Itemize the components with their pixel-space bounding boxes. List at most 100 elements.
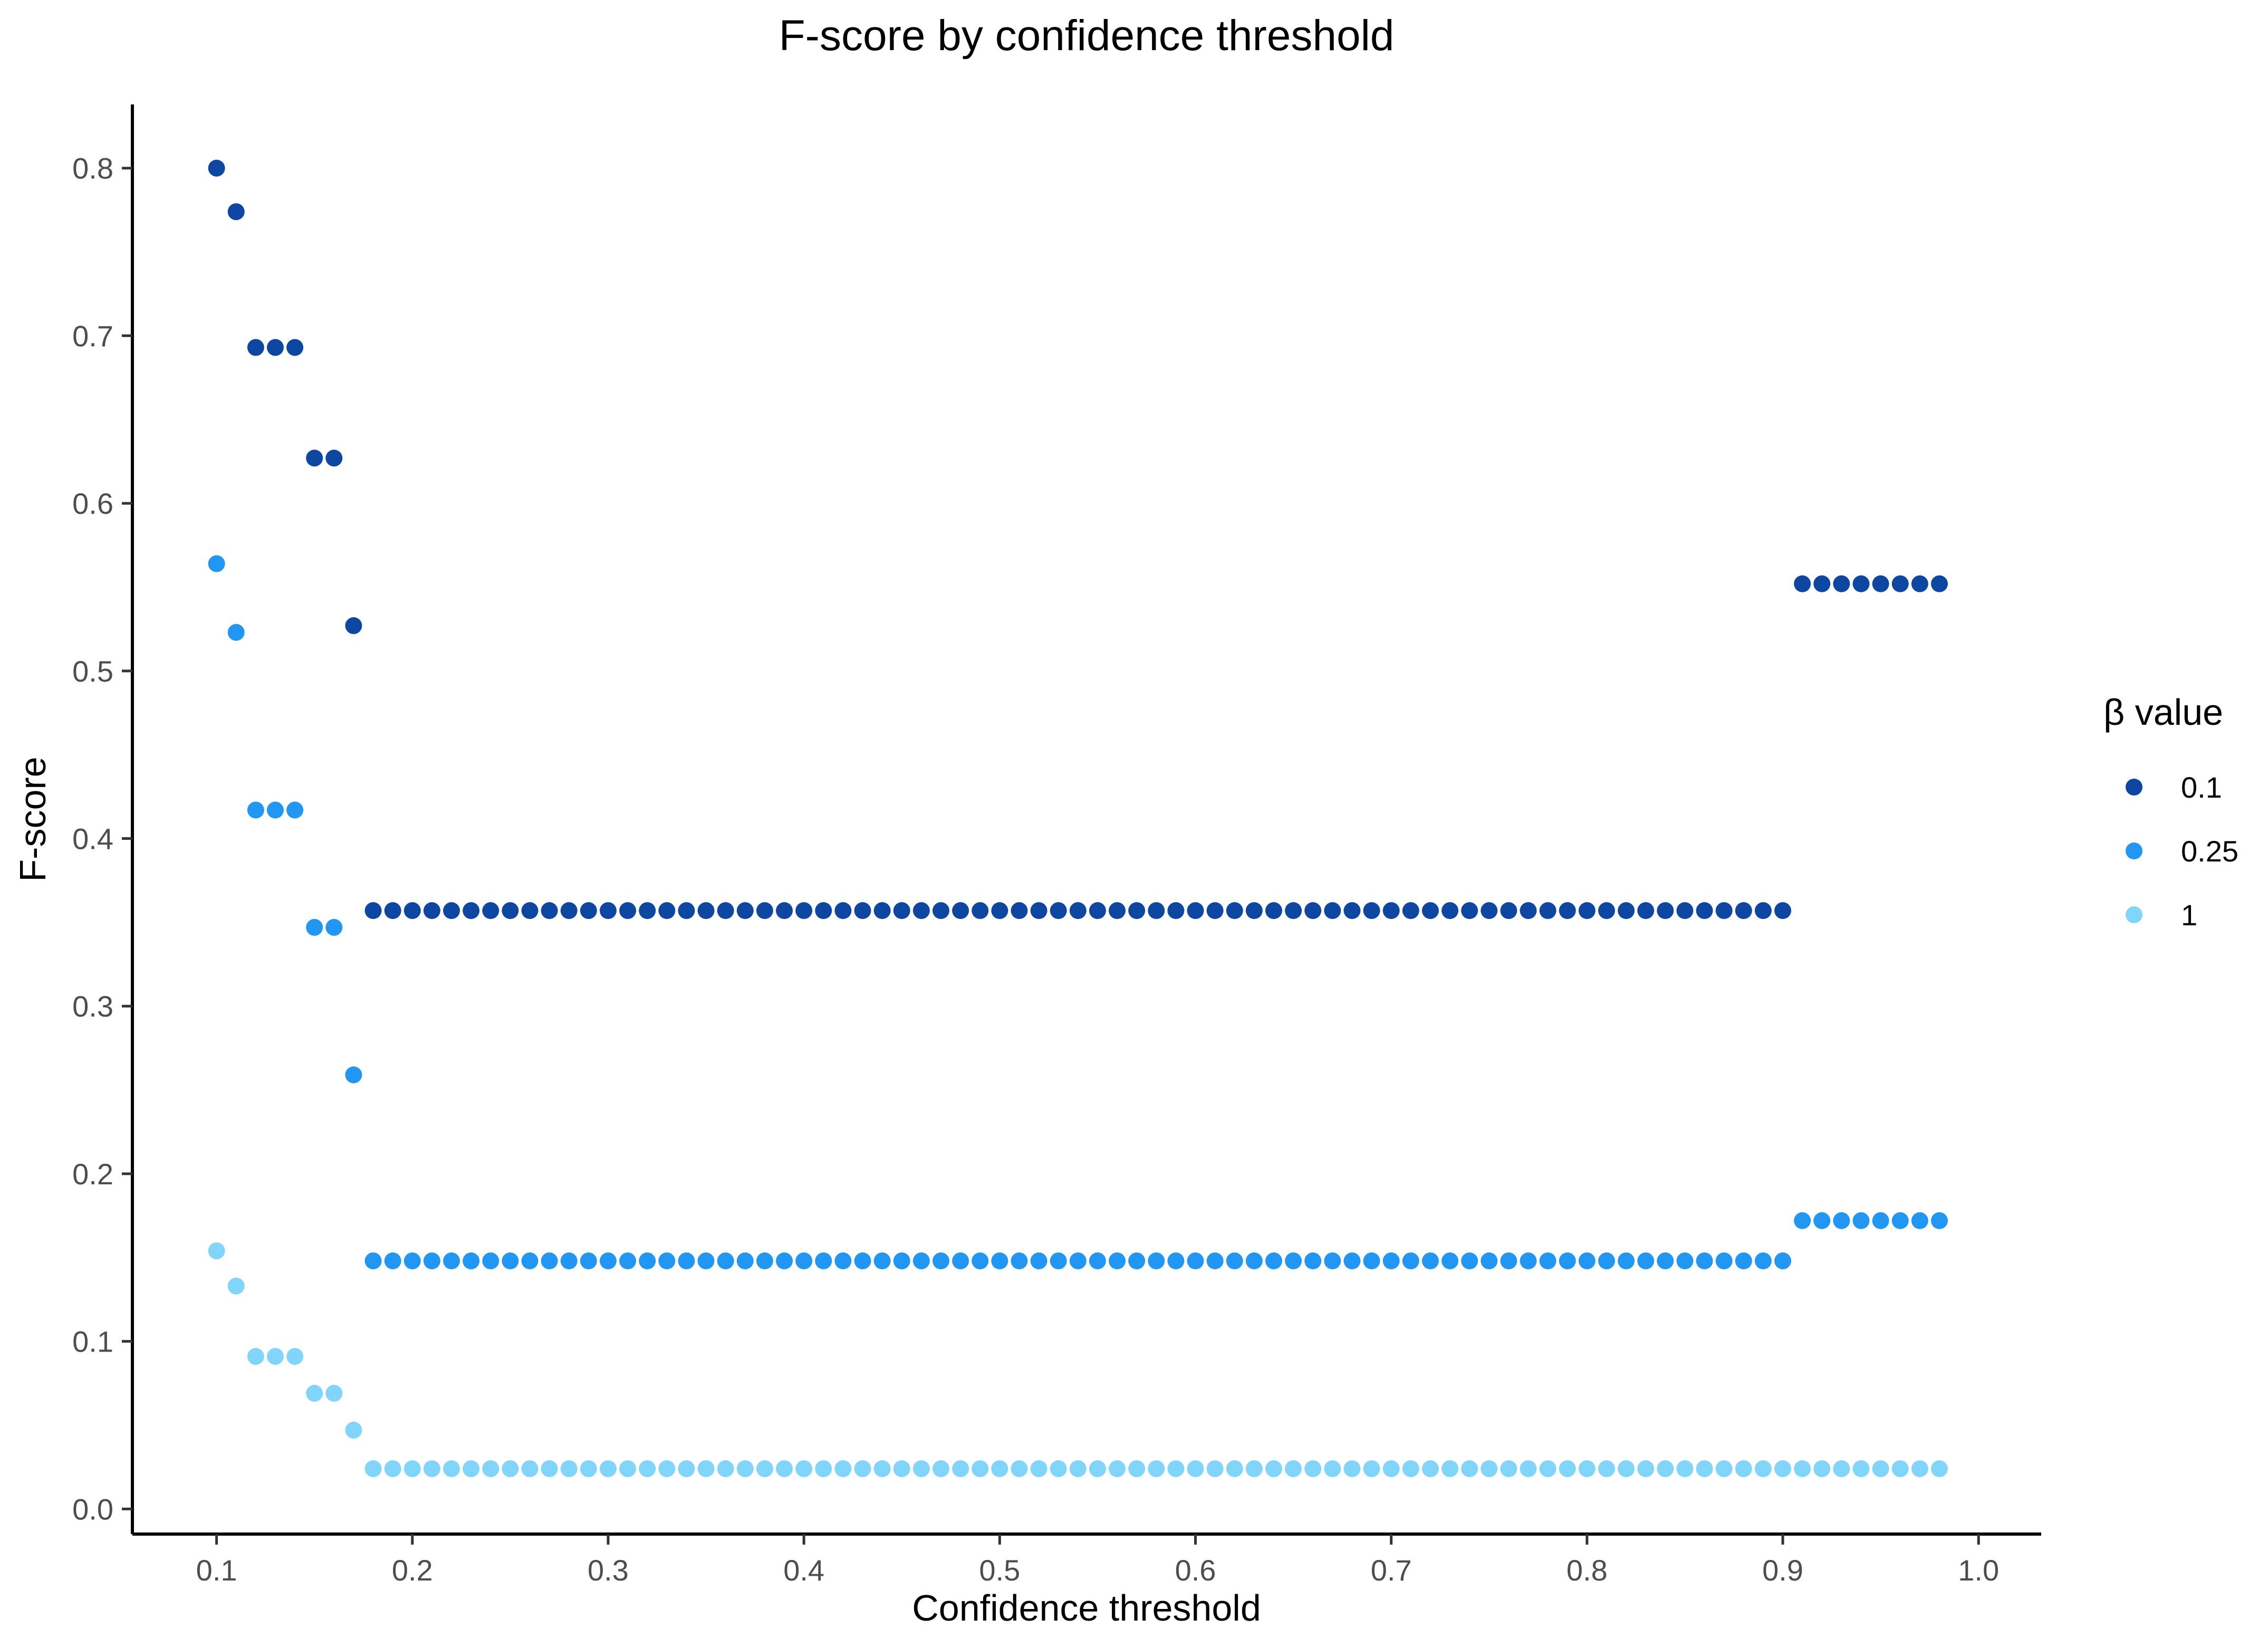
data-point [912,1460,930,1478]
data-point [1187,902,1204,919]
data-point [247,801,264,819]
data-point [834,1252,852,1270]
data-point [1011,902,1028,919]
data-point [1011,1460,1028,1478]
data-point [364,1252,382,1270]
data-point [1030,1460,1047,1478]
data-point [227,1277,245,1295]
data-point [1343,1252,1361,1270]
data-point [1911,1212,1928,1229]
data-point [1304,902,1322,919]
legend-label: 0.1 [2181,771,2222,804]
data-point [1441,1460,1459,1478]
data-point [697,1252,715,1270]
x-tick-label: 0.2 [392,1554,433,1587]
x-tick-label: 0.3 [588,1554,629,1587]
data-point [1774,1252,1792,1270]
data-point [306,449,323,467]
data-point [1813,1212,1831,1229]
x-tick-label: 1.0 [1958,1554,1999,1587]
data-point [482,1460,499,1478]
data-point [1578,902,1596,919]
data-point [619,1252,637,1270]
data-point [463,902,480,919]
data-point [1050,902,1067,919]
y-tick-label: 0.6 [72,487,113,520]
data-point [952,1460,969,1478]
data-points [208,159,1948,1478]
legend-entry: 0.1 [2126,771,2222,804]
data-point [1872,1212,1889,1229]
data-point [463,1252,480,1270]
data-point [1030,902,1047,919]
x-tick-label: 0.1 [196,1554,237,1587]
data-point [991,1252,1008,1270]
data-point [1206,1460,1224,1478]
data-point [1559,1460,1576,1478]
data-point [1382,902,1400,919]
data-point [1128,1460,1146,1478]
data-point [717,1252,734,1270]
data-point [658,902,676,919]
data-point [697,1460,715,1478]
data-point [1735,902,1752,919]
data-point [306,918,323,936]
data-point [482,902,499,919]
data-point [1833,1212,1850,1229]
data-point [1676,1252,1694,1270]
data-point [893,1252,910,1270]
data-point [1461,902,1478,919]
legend-key [2126,779,2142,796]
data-point [658,1460,676,1478]
legend-label: 1 [2181,898,2197,932]
data-point [1891,1460,1909,1478]
data-point [873,1460,891,1478]
data-point [364,1460,382,1478]
data-point [619,1460,637,1478]
data-point [1069,1460,1087,1478]
data-point [776,1460,793,1478]
data-point [1930,1460,1948,1478]
data-point [1343,1460,1361,1478]
data-point [717,1460,734,1478]
data-point [1285,1252,1302,1270]
data-point [560,1252,578,1270]
data-point [1754,1460,1772,1478]
data-point [227,203,245,221]
data-point [599,1252,617,1270]
data-point [678,1252,695,1270]
data-point [580,902,597,919]
data-point [1148,1252,1165,1270]
data-point [972,1252,989,1270]
data-point [932,1460,949,1478]
data-point [1187,1460,1204,1478]
data-point [1265,1252,1282,1270]
data-point [1382,1460,1400,1478]
data-point [384,1252,401,1270]
data-point [1500,1460,1517,1478]
data-point [482,1252,499,1270]
data-point [1500,902,1517,919]
data-point [1050,1252,1067,1270]
data-point [1128,1252,1146,1270]
data-point [795,1252,813,1270]
data-point [1715,1460,1733,1478]
data-point [991,902,1008,919]
data-point [1774,1460,1792,1478]
data-point [1421,1252,1439,1270]
x-axis-label: Confidence threshold [912,1587,1261,1629]
data-point [1637,1460,1655,1478]
data-point [1481,902,1498,919]
data-point [1754,1252,1772,1270]
data-point [1872,575,1889,592]
data-point [266,1348,284,1365]
data-point [1285,1460,1302,1478]
data-point [1324,902,1341,919]
data-point [1167,902,1185,919]
data-point [1069,902,1087,919]
data-point [443,1460,460,1478]
data-point [1363,1252,1380,1270]
x-tick-label: 0.8 [1567,1554,1608,1587]
data-point [1754,902,1772,919]
data-point [834,1460,852,1478]
